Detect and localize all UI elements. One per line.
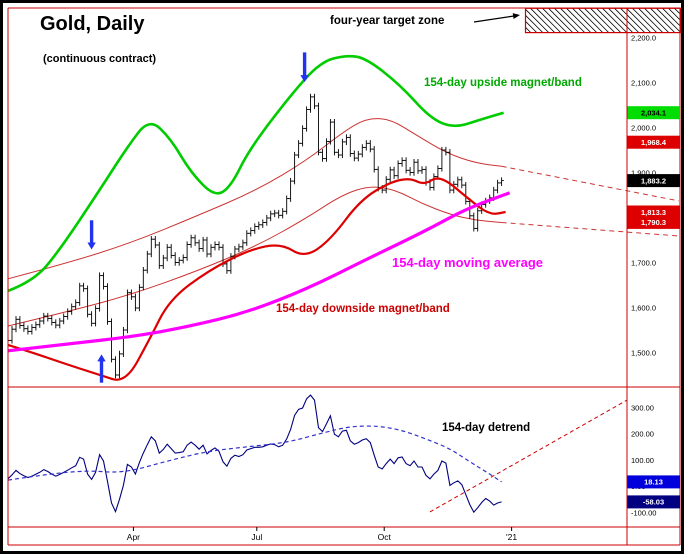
trend-projection-line — [501, 165, 679, 202]
svg-text:2,200.0: 2,200.0 — [631, 34, 656, 43]
axis-badge: 2,034.1 — [627, 106, 680, 120]
signal-arrow-up — [97, 354, 106, 383]
signal-arrow-down — [87, 220, 96, 250]
detrend-label: 154-day detrend — [442, 422, 531, 434]
svg-text:Apr: Apr — [127, 532, 140, 542]
target-zone-box — [524, 7, 682, 34]
svg-text:2,000.0: 2,000.0 — [631, 124, 656, 133]
svg-text:200.00: 200.00 — [631, 430, 654, 439]
svg-text:100.00: 100.00 — [631, 456, 654, 465]
svg-text:'21: '21 — [506, 532, 517, 542]
date-axis: Apr Jul Oct '21 — [127, 527, 517, 542]
axis-badge: 18.13 — [627, 475, 680, 489]
svg-text:1,600.0: 1,600.0 — [631, 304, 656, 313]
svg-text:Oct: Oct — [378, 532, 392, 542]
axis-badge: 1,813.3 — [627, 205, 680, 219]
trend-projection-line — [501, 222, 679, 237]
svg-text:2,100.0: 2,100.0 — [631, 79, 656, 88]
svg-text:1,700.0: 1,700.0 — [631, 259, 656, 268]
axis-badge: 1,883.2 — [627, 174, 680, 188]
axis-badge: 1,790.3 — [627, 215, 680, 229]
upside-band-label: 154-day upside magnet/band — [424, 77, 582, 89]
detrend-smoothed-line — [7, 425, 502, 483]
svg-text:1,900.0: 1,900.0 — [631, 169, 656, 178]
svg-text:1,500.0: 1,500.0 — [631, 349, 656, 358]
svg-text:Jul: Jul — [251, 532, 262, 542]
svg-text:18.13: 18.13 — [644, 478, 663, 487]
axis-badge: -58.03 — [627, 495, 680, 509]
downside-band-label: 154-day downside magnet/band — [276, 303, 450, 315]
svg-text:1,790.3: 1,790.3 — [641, 218, 666, 227]
detrend-line — [7, 394, 502, 514]
downside-band-line — [7, 177, 506, 381]
chart-title: Gold, Daily — [40, 13, 145, 35]
axis-badge: 1,968.4 — [627, 135, 680, 149]
target-zone-label: four-year target zone — [330, 15, 445, 27]
upside-band-line — [7, 54, 504, 293]
svg-text:1,968.4: 1,968.4 — [641, 138, 667, 147]
svg-text:-58.03: -58.03 — [643, 498, 664, 507]
moving-average-line — [7, 191, 511, 353]
svg-text:2,034.1: 2,034.1 — [641, 109, 666, 118]
detrend-projection — [429, 399, 628, 513]
svg-text:1,813.3: 1,813.3 — [641, 208, 666, 217]
target-zone-arrow — [473, 13, 520, 23]
signal-arrow-down — [300, 52, 309, 83]
moving-average-label: 154-day moving average — [392, 255, 544, 270]
svg-text:-100.00: -100.00 — [631, 509, 656, 518]
chart-frame — [7, 7, 681, 546]
svg-text:1,883.2: 1,883.2 — [641, 176, 666, 185]
svg-text:300.00: 300.00 — [631, 404, 654, 413]
envelope-lines — [7, 118, 502, 327]
chart-subtitle: (continuous contract) — [43, 53, 157, 65]
price-bars — [7, 93, 504, 379]
